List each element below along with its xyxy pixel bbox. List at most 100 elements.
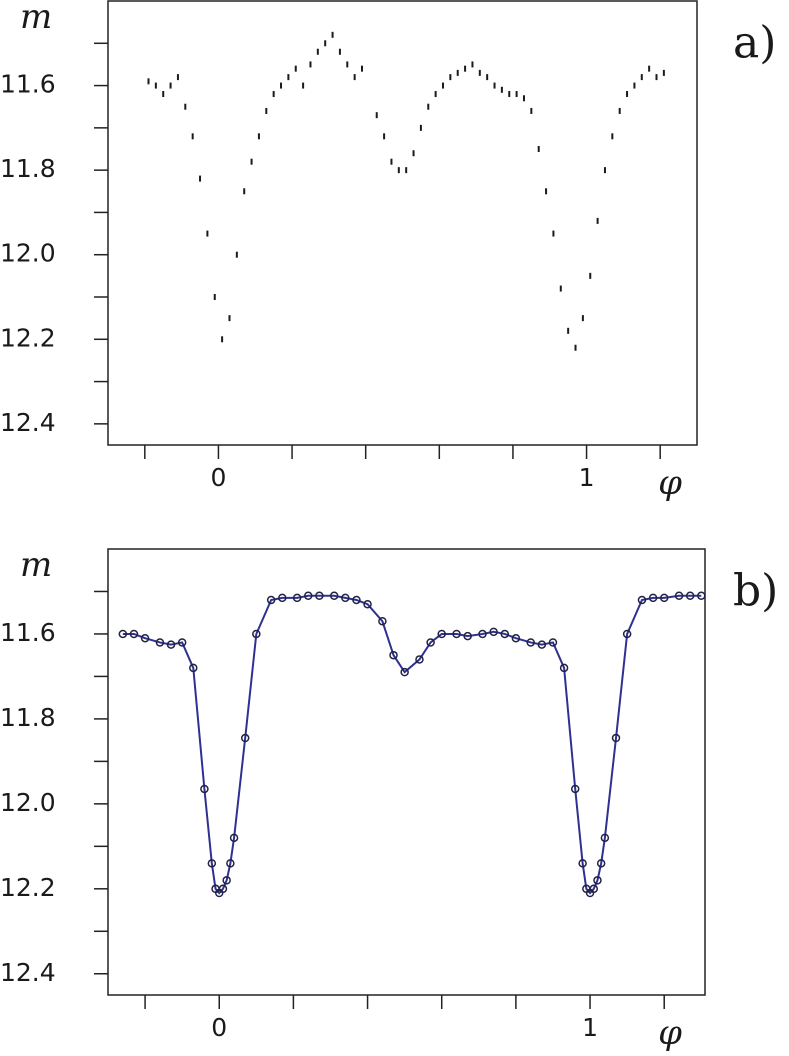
data-point xyxy=(265,107,268,114)
data-point xyxy=(206,230,209,237)
data-point xyxy=(500,86,503,93)
data-point xyxy=(221,336,224,343)
data-point xyxy=(280,82,283,89)
data-point xyxy=(548,638,558,647)
data-point xyxy=(400,667,409,677)
x-tick-label: 1 xyxy=(582,1013,598,1042)
data-point xyxy=(352,595,361,605)
data-point xyxy=(292,593,302,603)
data-point xyxy=(478,629,487,639)
data-point xyxy=(199,175,202,182)
data-point xyxy=(287,74,290,81)
data-point xyxy=(662,69,665,76)
data-point xyxy=(154,82,157,89)
data-point xyxy=(511,633,521,643)
data-point xyxy=(697,591,706,600)
data-point xyxy=(397,167,400,174)
plot-frame xyxy=(107,0,698,446)
data-point xyxy=(578,859,587,868)
data-point xyxy=(589,272,592,279)
data-point xyxy=(189,663,198,673)
data-point xyxy=(213,294,216,300)
data-point xyxy=(434,91,437,98)
data-point xyxy=(257,133,260,140)
data-point xyxy=(659,593,669,603)
data-point xyxy=(250,158,253,165)
data-point xyxy=(611,133,614,140)
data-point xyxy=(648,593,658,603)
data-point xyxy=(581,315,584,322)
data-point xyxy=(427,103,430,110)
data-point xyxy=(570,784,580,794)
data-point xyxy=(240,733,250,743)
data-point xyxy=(530,107,533,114)
data-point xyxy=(162,91,165,98)
data-point xyxy=(611,733,621,743)
data-point xyxy=(449,74,452,81)
y-tick-label: 12.0 xyxy=(0,239,56,268)
plot-frame xyxy=(107,548,706,996)
data-point xyxy=(437,629,446,639)
data-point xyxy=(600,833,610,843)
data-point xyxy=(177,638,187,647)
data-point xyxy=(674,591,684,600)
data-point xyxy=(567,327,570,334)
data-point xyxy=(552,230,555,237)
data-point xyxy=(478,69,481,76)
data-point xyxy=(489,627,498,637)
data-point xyxy=(515,91,518,98)
data-point xyxy=(309,61,312,68)
y-tick-label: 12.2 xyxy=(0,323,56,352)
data-point xyxy=(415,655,424,664)
y-tick-label: 11.8 xyxy=(0,703,56,732)
data-point xyxy=(441,82,444,89)
y-tick-label: 11.6 xyxy=(0,618,56,647)
data-point xyxy=(226,859,235,868)
data-point xyxy=(200,784,209,794)
data-point xyxy=(405,167,408,174)
data-point xyxy=(341,593,350,603)
data-point xyxy=(603,167,606,174)
data-point xyxy=(278,593,287,603)
data-point xyxy=(316,48,319,55)
data-point xyxy=(464,65,467,72)
x-tick-label: 1 xyxy=(579,463,595,492)
x-tick-label: 0 xyxy=(211,1013,227,1042)
y-tick-label: 12.4 xyxy=(0,408,56,437)
data-point xyxy=(637,595,647,605)
data-point xyxy=(353,74,356,81)
data-point xyxy=(166,640,176,649)
data-point xyxy=(526,638,535,647)
data-point xyxy=(218,884,228,894)
data-point xyxy=(191,133,194,140)
data-point xyxy=(452,629,461,639)
data-point xyxy=(426,638,435,647)
data-point xyxy=(378,616,387,626)
data-point xyxy=(155,638,165,647)
data-point xyxy=(229,833,239,843)
data-point xyxy=(361,65,364,72)
data-point xyxy=(500,629,510,639)
data-point xyxy=(493,82,496,89)
data-point xyxy=(559,663,569,673)
data-point xyxy=(618,107,621,114)
x-axis-label: φ xyxy=(658,463,682,503)
data-point xyxy=(235,251,238,258)
data-point xyxy=(640,74,643,81)
light-curve xyxy=(122,594,702,895)
data-point xyxy=(596,217,599,224)
data-point xyxy=(324,40,327,47)
y-axis-label: m xyxy=(20,545,52,585)
y-tick-label: 12.2 xyxy=(0,873,56,902)
data-point xyxy=(486,74,489,81)
y-tick-label: 12.4 xyxy=(0,958,56,987)
data-point xyxy=(302,82,305,89)
data-point xyxy=(648,65,651,72)
data-point xyxy=(243,188,246,195)
data-point xyxy=(303,591,313,600)
data-point xyxy=(537,640,547,649)
x-tick-label: 0 xyxy=(210,463,226,492)
data-point xyxy=(685,591,695,600)
data-point xyxy=(329,591,339,600)
